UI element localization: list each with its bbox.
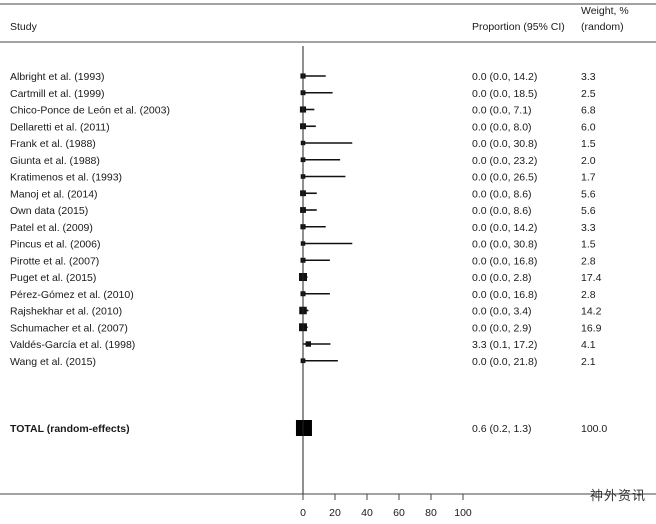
ci-text: 0.0 (0.0, 8.6) bbox=[472, 205, 532, 217]
ci-text: 0.0 (0.0, 30.8) bbox=[472, 138, 537, 150]
ci-text: 0.0 (0.0, 2.8) bbox=[472, 272, 532, 284]
study-label: Rajshekhar et al. (2010) bbox=[10, 306, 122, 318]
weight-value: 6.8 bbox=[581, 105, 596, 117]
proportion-header: Proportion (95% CI) bbox=[472, 21, 565, 33]
study-label: Cartmill et al. (1999) bbox=[10, 88, 105, 100]
watermark: 神外资讯 bbox=[589, 489, 646, 504]
study-label: Frank et al. (1988) bbox=[10, 138, 96, 150]
total-weight: 100.0 bbox=[581, 423, 607, 435]
ci-text: 0.0 (0.0, 26.5) bbox=[472, 172, 537, 184]
study-rows: Albright et al. (1993) 0.0 (0.0, 14.2) 3.3… bbox=[10, 71, 607, 436]
weight-value: 3.3 bbox=[581, 222, 596, 234]
study-header: Study bbox=[10, 21, 38, 33]
x-tick-label: 0 bbox=[300, 507, 306, 519]
study-row: Wang et al. (2015) 0.0 (0.0, 21.8) 2.1 bbox=[10, 356, 596, 368]
study-row: Pirotte et al. (2007) 0.0 (0.0, 16.8) 2.8 bbox=[10, 255, 596, 267]
study-row: Puget et al. (2015) 0.0 (0.0, 2.8) 17.4 bbox=[10, 272, 602, 284]
weight-header-line1: Weight, % bbox=[581, 5, 629, 17]
ci-text: 0.0 (0.0, 18.5) bbox=[472, 88, 537, 100]
study-label: Manoj et al. (2014) bbox=[10, 188, 98, 200]
ci-text: 0.0 (0.0, 16.8) bbox=[472, 255, 537, 267]
weight-value: 5.6 bbox=[581, 205, 596, 217]
x-tick-label: 60 bbox=[393, 507, 405, 519]
study-label: Schumacher et al. (2007) bbox=[10, 322, 128, 334]
weight-value: 1.5 bbox=[581, 239, 596, 251]
total-estimate-marker bbox=[295, 420, 312, 436]
study-label: Pérez-Gómez et al. (2010) bbox=[10, 289, 134, 301]
total-ci-text: 0.6 (0.2, 1.3) bbox=[472, 423, 532, 435]
study-row: Cartmill et al. (1999) 0.0 (0.0, 18.5) 2.5 bbox=[10, 88, 596, 100]
study-row: Own data (2015) 0.0 (0.0, 8.6) 5.6 bbox=[10, 205, 596, 217]
study-label: Valdés-García et al. (1998) bbox=[10, 339, 135, 351]
weight-value: 6.0 bbox=[581, 121, 596, 133]
study-label: Dellaretti et al. (2011) bbox=[10, 121, 110, 133]
ci-text: 0.0 (0.0, 7.1) bbox=[472, 105, 532, 117]
ci-text: 3.3 (0.1, 17.2) bbox=[472, 339, 537, 351]
study-row: Frank et al. (1988) 0.0 (0.0, 30.8) 1.5 bbox=[10, 138, 596, 150]
weight-value: 2.8 bbox=[581, 289, 596, 301]
study-label: Pincus et al. (2006) bbox=[10, 239, 100, 251]
weight-value: 4.1 bbox=[581, 339, 596, 351]
study-row: Chico-Ponce de León et al. (2003) 0.0 (0.… bbox=[10, 105, 596, 117]
weight-value: 2.8 bbox=[581, 255, 596, 267]
ci-text: 0.0 (0.0, 14.2) bbox=[472, 222, 537, 234]
study-row: Schumacher et al. (2007) 0.0 (0.0, 2.9) 16… bbox=[10, 322, 602, 334]
x-tick-label: 100 bbox=[454, 507, 472, 519]
weight-value: 2.1 bbox=[581, 356, 596, 368]
study-row: Rajshekhar et al. (2010) 0.0 (0.0, 3.4) 14… bbox=[10, 306, 602, 318]
weight-value: 3.3 bbox=[581, 71, 596, 83]
study-row: Pérez-Gómez et al. (2010) 0.0 (0.0, 16.8)… bbox=[10, 289, 596, 301]
study-label: Own data (2015) bbox=[10, 205, 88, 217]
study-label: Pirotte et al. (2007) bbox=[10, 255, 99, 267]
study-label: Puget et al. (2015) bbox=[10, 272, 96, 284]
ci-text: 0.0 (0.0, 30.8) bbox=[472, 239, 537, 251]
study-label: Albright et al. (1993) bbox=[10, 71, 105, 83]
x-axis: 0 20 40 60 80 100 bbox=[0, 46, 656, 519]
weight-value: 1.5 bbox=[581, 138, 596, 150]
study-row: Manoj et al. (2014) 0.0 (0.0, 8.6) 5.6 bbox=[10, 188, 596, 200]
weight-value: 5.6 bbox=[581, 188, 596, 200]
study-row: Dellaretti et al. (2011) 0.0 (0.0, 8.0) 6.… bbox=[10, 121, 596, 133]
study-row: Valdés-García et al. (1998) 3.3 (0.1, 17.… bbox=[10, 339, 596, 351]
x-tick-label: 40 bbox=[361, 507, 373, 519]
ci-text: 0.0 (0.0, 8.6) bbox=[472, 188, 532, 200]
weight-value: 17.4 bbox=[581, 272, 602, 284]
study-label: Giunta et al. (1988) bbox=[10, 155, 100, 167]
weight-value: 14.2 bbox=[581, 306, 602, 318]
study-label: Kratimenos et al. (1993) bbox=[10, 172, 122, 184]
ci-text: 0.0 (0.0, 14.2) bbox=[472, 71, 537, 83]
weight-value: 1.7 bbox=[581, 172, 596, 184]
study-label: Chico-Ponce de León et al. (2003) bbox=[10, 105, 170, 117]
study-row: Albright et al. (1993) 0.0 (0.0, 14.2) 3.3 bbox=[10, 71, 596, 83]
study-row: Giunta et al. (1988) 0.0 (0.0, 23.2) 2.0 bbox=[10, 155, 596, 167]
header-row: Study Proportion (95% CI) Weight, % (ran… bbox=[10, 5, 629, 33]
point-estimate-marker bbox=[305, 341, 311, 347]
weight-header-line2: (random) bbox=[581, 21, 624, 33]
x-tick-label: 20 bbox=[329, 507, 341, 519]
study-label: Patel et al. (2009) bbox=[10, 222, 93, 234]
ci-text: 0.0 (0.0, 16.8) bbox=[472, 289, 537, 301]
x-tick-label: 80 bbox=[425, 507, 437, 519]
study-row: Kratimenos et al. (1993) 0.0 (0.0, 26.5) 1… bbox=[10, 172, 596, 184]
ci-text: 0.0 (0.0, 8.0) bbox=[472, 121, 532, 133]
ci-text: 0.0 (0.0, 21.8) bbox=[472, 356, 537, 368]
study-row: Pincus et al. (2006) 0.0 (0.0, 30.8) 1.5 bbox=[10, 239, 596, 251]
ci-text: 0.0 (0.0, 23.2) bbox=[472, 155, 537, 167]
total-label: TOTAL (random-effects) bbox=[10, 423, 130, 435]
total-row: TOTAL (random-effects) 0.6 (0.2, 1.3) 100.… bbox=[10, 420, 607, 436]
study-label: Wang et al. (2015) bbox=[10, 356, 96, 368]
weight-value: 16.9 bbox=[581, 322, 602, 334]
ci-text: 0.0 (0.0, 3.4) bbox=[472, 306, 532, 318]
study-row: Patel et al. (2009) 0.0 (0.0, 14.2) 3.3 bbox=[10, 222, 596, 234]
weight-value: 2.0 bbox=[581, 155, 596, 167]
ci-text: 0.0 (0.0, 2.9) bbox=[472, 322, 532, 334]
weight-value: 2.5 bbox=[581, 88, 596, 100]
